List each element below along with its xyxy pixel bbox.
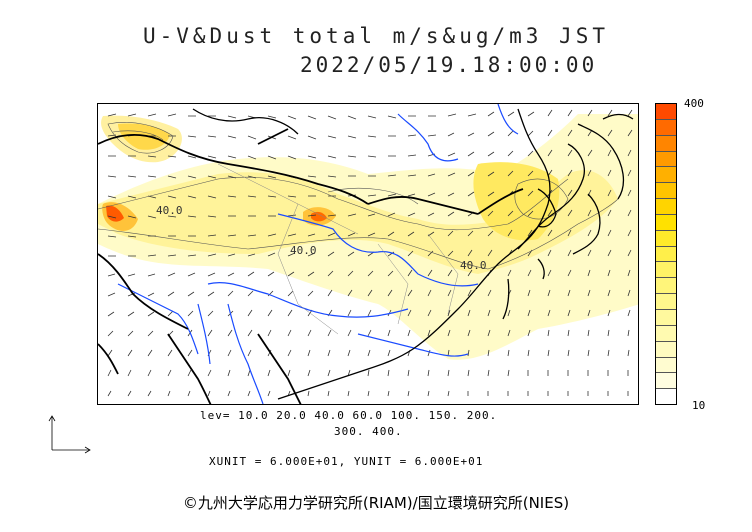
colorbar-max-label: 400	[684, 97, 704, 110]
borders	[98, 128, 524, 404]
copyright: ©九州大学応用力学研究所(RIAM)/国立環境研究所(NIES)	[182, 494, 570, 512]
colorbar-swatch	[656, 199, 676, 215]
colorbar-swatch	[656, 325, 676, 342]
colorbar-swatch	[656, 167, 676, 184]
colorbar-swatch	[656, 183, 676, 200]
colorbar-swatch	[656, 214, 676, 231]
dust-area-korea-japan	[473, 162, 560, 241]
colorbar-swatch	[656, 389, 676, 405]
reference-vector-icon	[48, 415, 91, 454]
dust-fill	[98, 114, 638, 360]
colorbar-swatch	[656, 135, 676, 152]
colorbar-swatch	[656, 341, 676, 358]
contour-label: 40.0	[460, 259, 487, 272]
contour-label: 40.0	[156, 204, 183, 217]
unit-info: XUNIT = 6.000E+01, YUNIT = 6.000E+01	[209, 455, 484, 468]
colorbar-swatch	[656, 294, 676, 310]
levels-line-2: 300. 400.	[334, 425, 403, 438]
dust-peak-central	[311, 211, 327, 222]
colorbar-swatch	[656, 151, 676, 168]
colorbar-swatch	[656, 309, 676, 326]
coastlines	[192, 108, 634, 400]
dust-area-north-core	[118, 123, 170, 150]
colorbar-swatch	[656, 246, 676, 263]
colorbar-swatch	[656, 230, 676, 247]
colorbar-swatch	[656, 278, 676, 295]
colorbar-min-label: 10	[692, 399, 706, 412]
chart-datetime: 2022/05/19.18:00:00	[300, 53, 598, 77]
chart-title: U-V&Dust total m/s&ug/m3 JST	[142, 24, 609, 48]
map-canvas: 40.0 40.0 40.0	[98, 104, 638, 404]
dust-map: 40.0 40.0 40.0	[97, 103, 639, 405]
colorbar-swatch	[656, 373, 676, 390]
colorbar	[655, 103, 677, 405]
colorbar-swatch	[656, 357, 676, 374]
rivers	[117, 104, 519, 404]
colorbar-swatch	[656, 262, 676, 279]
dust-peak-west	[106, 205, 124, 222]
colorbar-swatch	[656, 119, 676, 136]
contour-label: 40.0	[290, 244, 317, 257]
levels-line-1: lev= 10.0 20.0 40.0 60.0 100. 150. 200.	[200, 409, 498, 422]
provincial-lines	[217, 163, 459, 335]
colorbar-swatch	[656, 104, 676, 120]
